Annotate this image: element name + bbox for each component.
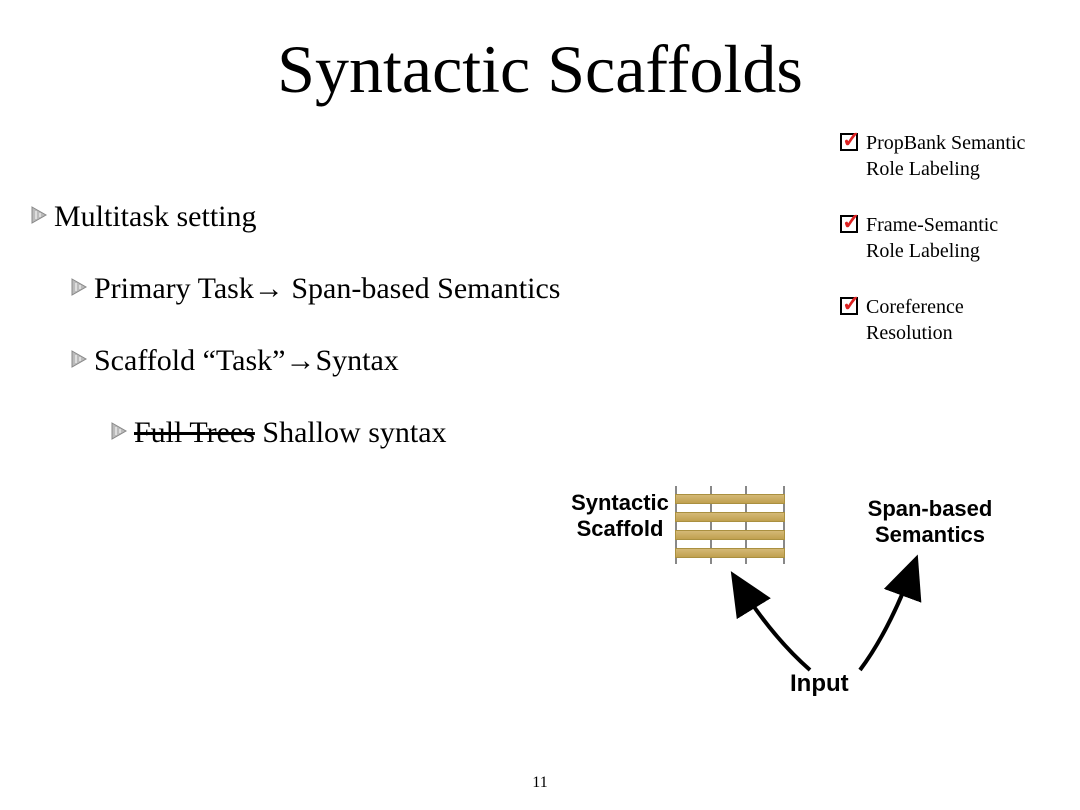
bullet-item: Multitask setting xyxy=(30,200,730,234)
bullet-list: Multitask setting Primary Task→ Span-bas… xyxy=(30,200,730,488)
checkmark-icon xyxy=(840,297,858,315)
bullet-item: Full Trees Shallow syntax xyxy=(30,416,730,450)
bullet-item: Primary Task→ Span-based Semantics xyxy=(30,272,730,306)
check-item: Frame-Semantic Role Labeling xyxy=(840,212,1040,264)
text-line: Span-based xyxy=(868,496,993,521)
text-fragment: Syntax xyxy=(315,344,398,377)
triangle-bullet-icon xyxy=(30,205,50,230)
text-fragment: Primary Task xyxy=(94,272,254,305)
bullet-text: Multitask setting xyxy=(54,200,257,234)
text-fragment: Span-based Semantics xyxy=(284,272,561,305)
bullet-text: Scaffold “Task”→Syntax xyxy=(94,344,399,378)
checklist: PropBank Semantic Role Labeling Frame-Se… xyxy=(840,130,1040,376)
check-label: Coreference Resolution xyxy=(866,294,1040,346)
triangle-bullet-icon xyxy=(70,277,90,302)
page-number: 11 xyxy=(532,774,547,792)
check-item: PropBank Semantic Role Labeling xyxy=(840,130,1040,182)
bullet-item: Scaffold “Task”→Syntax xyxy=(30,344,730,378)
triangle-bullet-icon xyxy=(110,421,130,446)
checkmark-icon xyxy=(840,215,858,233)
input-label: Input xyxy=(790,670,849,698)
check-item: Coreference Resolution xyxy=(840,294,1040,346)
check-label: Frame-Semantic Role Labeling xyxy=(866,212,1040,264)
text-line: Syntactic xyxy=(571,490,669,515)
semantics-label: Span-based Semantics xyxy=(850,496,1010,549)
bullet-text: Full Trees Shallow syntax xyxy=(134,416,447,450)
text-line: Semantics xyxy=(875,522,985,547)
arrow-icon: → xyxy=(285,344,315,377)
scaffold-graphic xyxy=(675,486,785,564)
checkmark-icon xyxy=(840,133,858,151)
scaffold-label: Syntactic Scaffold xyxy=(560,490,680,543)
check-label: PropBank Semantic Role Labeling xyxy=(866,130,1040,182)
text-fragment: Scaffold “Task” xyxy=(94,344,285,377)
text-line: Scaffold xyxy=(577,516,664,541)
scaffold-diagram: Syntactic Scaffold Span-based Semantics … xyxy=(560,460,1060,720)
slide-title: Syntactic Scaffolds xyxy=(0,0,1080,109)
text-fragment: Shallow syntax xyxy=(255,416,447,449)
strikethrough-text: Full Trees xyxy=(134,416,255,449)
triangle-bullet-icon xyxy=(70,349,90,374)
arrow-icon: → xyxy=(254,272,284,305)
bullet-text: Primary Task→ Span-based Semantics xyxy=(94,272,560,306)
